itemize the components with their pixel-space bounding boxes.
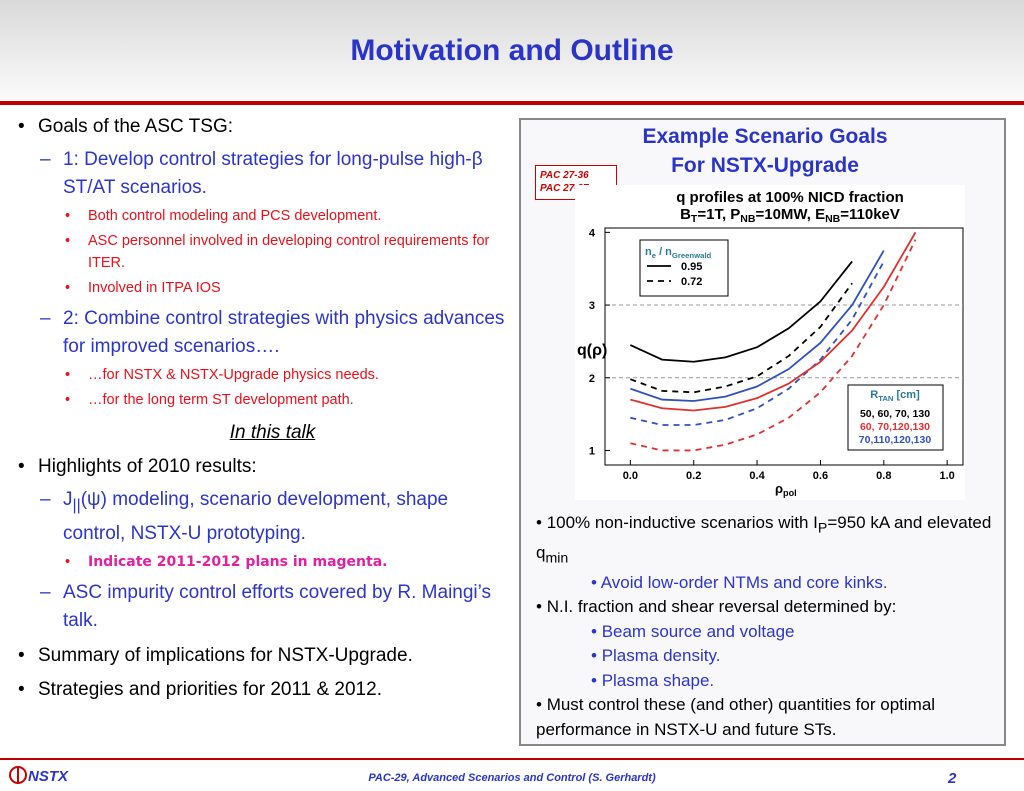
panel-bullets: 100% non-inductive scenarios with IP=950…	[536, 511, 1001, 742]
panel-bullet: Plasma density.	[536, 644, 1001, 669]
subscript: NB	[740, 213, 756, 225]
x-tick-label: 0.4	[749, 470, 765, 482]
panel-bullet: Avoid low-order NTMs and core kinks.	[536, 571, 1001, 596]
x-tick-label: 0.2	[686, 470, 701, 482]
text-run: n	[645, 246, 652, 258]
panel-title-line: Example Scenario Goals	[642, 125, 888, 148]
highlight-text: Indicate 2011-2012 plans in magenta.	[88, 553, 388, 570]
chart-title: q profiles at 100% NICD fraction	[676, 189, 904, 206]
text-run: [cm]	[893, 389, 920, 401]
legend-box	[639, 239, 729, 297]
panel-title: Example Scenario Goals For NSTX-Upgrade	[535, 122, 995, 180]
y-axis-label: q(ρ)	[577, 342, 607, 359]
y-tick-label: 2	[589, 373, 595, 385]
tag-line: PAC 27-37	[540, 183, 589, 194]
outline-item: Strategies and priorities for 2011 & 201…	[15, 676, 510, 703]
panel-bullet: Plasma shape.	[536, 669, 1001, 694]
outline-item: 1: Develop control strategies for long-p…	[15, 146, 510, 202]
outline-item: J||(ψ) modeling, scenario development, s…	[15, 486, 510, 548]
subscript: NB	[825, 213, 841, 225]
y-tick-label: 1	[589, 445, 595, 457]
legend-label: 60, 70,120,130	[860, 421, 930, 433]
x-tick-label: 0.8	[876, 470, 891, 482]
subscript: pol	[783, 488, 797, 498]
panel-bullet: Beam source and voltage	[536, 620, 1001, 645]
text-run: (ψ) modeling, scenario development, shap…	[63, 489, 449, 544]
header-rule	[0, 101, 1024, 105]
text-run: / n	[656, 246, 672, 258]
logo: NSTX	[8, 766, 68, 785]
text-run: R	[870, 389, 878, 401]
outline-item: Goals of the ASC TSG:	[15, 113, 510, 140]
footer-text: PAC-29, Advanced Scenarios and Control (…	[368, 772, 656, 784]
page-number: 2	[948, 770, 957, 787]
logo-text: NSTX	[28, 768, 69, 785]
legend-label: 0.72	[681, 276, 702, 288]
legend-box	[847, 384, 944, 451]
outline-item: In this talk	[229, 422, 316, 443]
q-profile-line	[629, 260, 853, 363]
outline-item: Highlights of 2010 results:	[15, 453, 510, 480]
q-profile-line	[630, 231, 917, 412]
subscript: P	[817, 520, 828, 537]
text-run: B	[680, 206, 691, 223]
slide-title: Motivation and Outline	[350, 34, 674, 67]
subscript: T	[691, 213, 698, 225]
header-band	[0, 0, 1024, 101]
y-tick-label: 3	[589, 300, 595, 312]
text-run: J	[63, 489, 73, 510]
tag-line: PAC 27-36	[540, 170, 589, 181]
outline-item: …for the long term ST development path.	[15, 389, 510, 411]
outline-item: …for NSTX & NSTX-Upgrade physics needs.	[15, 364, 510, 386]
footer-rule	[0, 758, 1024, 760]
outline-item: Summary of implications for NSTX-Upgrade…	[15, 642, 510, 669]
legend-label: 50, 60, 70, 130	[860, 408, 930, 420]
legend-label: 0.95	[681, 261, 702, 273]
panel-bullet: N.I. fraction and shear reversal determi…	[536, 595, 1001, 620]
panel-bullet: Must control these (and other) quantitie…	[536, 693, 1001, 742]
subscript: ||	[72, 496, 81, 514]
legend-label: 70,110,120,130	[859, 434, 932, 446]
q-profile-line	[630, 239, 917, 452]
outline: Goals of the ASC TSG: 1: Develop control …	[15, 106, 510, 703]
q-profile-line	[630, 282, 853, 394]
text-run: =950 kA and elevated q	[536, 513, 992, 562]
q-profile-line	[630, 261, 885, 426]
panel-title-line: For NSTX-Upgrade	[671, 154, 859, 177]
legend-title: RTAN [cm]	[870, 389, 920, 403]
panel-bullet: 100% non-inductive scenarios with IP=950…	[536, 511, 1001, 571]
text-run: =1T, P	[697, 206, 740, 223]
y-tick-label: 4	[589, 227, 596, 239]
subscript: e	[652, 251, 657, 260]
logo-icon	[9, 766, 27, 784]
outline-item: Both control modeling and PCS developmen…	[15, 205, 510, 227]
outline-item: ASC impurity control efforts covered by …	[15, 579, 510, 635]
chart-subtitle: BT=1T, PNB=10MW, ENB=110keV	[680, 206, 900, 225]
text-run: 100% non-inductive scenarios with I	[546, 513, 818, 532]
q-profile-chart: 1 2 3 4 0.0 0.2 0.4 0.6 0.8 1.0 q profiles at 100%…	[575, 185, 965, 500]
x-tick-label: 1.0	[940, 470, 955, 482]
legend-title: ne / nGreenwald	[645, 246, 712, 260]
x-tick-label: 0.0	[623, 470, 638, 482]
outline-item: 2: Combine control strategies with physi…	[15, 305, 510, 361]
x-tick-label: 0.6	[813, 470, 828, 482]
subscript: Greenwald	[672, 251, 712, 260]
text-run: =10MW, E	[755, 206, 825, 223]
text-run: ρ	[775, 481, 783, 496]
subscript: TAN	[878, 394, 894, 403]
subscript: min	[545, 550, 569, 567]
outline-item: Indicate 2011-2012 plans in magenta.	[15, 551, 510, 573]
q-profile-line	[630, 250, 885, 402]
outline-item: Involved in ITPA IOS	[15, 277, 510, 299]
x-axis-label: ρpol	[775, 481, 797, 498]
text-run: =110keV	[840, 206, 900, 223]
outline-item: ASC personnel involved in developing con…	[15, 230, 510, 274]
